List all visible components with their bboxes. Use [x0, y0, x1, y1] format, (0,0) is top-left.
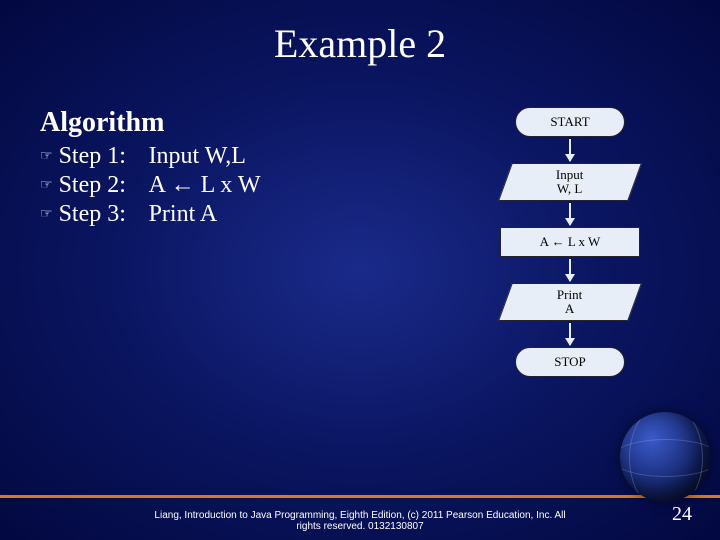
- flowchart-arrow: [569, 259, 571, 281]
- step-text: A ← L x W: [149, 172, 261, 199]
- footer-line: Liang, Introduction to Java Programming,…: [154, 510, 565, 521]
- flowchart-stop-node: STOP: [515, 347, 625, 377]
- slide-title: Example 2: [0, 0, 720, 67]
- bullet-icon: ☞: [40, 148, 53, 165]
- node-text: A: [557, 302, 582, 316]
- flowchart-output-node: Print A: [498, 283, 642, 321]
- node-text: STOP: [554, 355, 586, 369]
- node-text: Print: [557, 288, 582, 302]
- node-text: Input: [556, 168, 583, 182]
- bullet-icon: ☞: [40, 177, 53, 194]
- accent-divider: [0, 495, 720, 498]
- footer-line: rights reserved. 0132130807: [296, 521, 423, 532]
- node-text: START: [550, 115, 589, 129]
- algorithm-step: ☞ Step 1: Input W,L: [40, 143, 460, 170]
- step-label: Step 3:: [59, 201, 149, 228]
- flowchart-start-node: START: [515, 107, 625, 137]
- algorithm-step: ☞ Step 3: Print A: [40, 201, 460, 228]
- step-label: Step 1:: [59, 143, 149, 170]
- step-text: Input W,L: [149, 143, 246, 170]
- globe-icon: [620, 412, 710, 502]
- algorithm-step: ☞ Step 2: A ← L x W: [40, 172, 460, 199]
- content-area: Algorithm ☞ Step 1: Input W,L ☞ Step 2: …: [0, 67, 720, 377]
- page-number: 24: [672, 503, 692, 526]
- step-label: Step 2:: [59, 172, 149, 199]
- flowchart-process-node: A ← L x W: [500, 227, 640, 257]
- algorithm-heading: Algorithm: [40, 107, 460, 139]
- node-text: A ← L x W: [540, 235, 601, 249]
- footer-citation: Liang, Introduction to Java Programming,…: [0, 510, 720, 532]
- node-text: W, L: [556, 182, 583, 196]
- flowchart-arrow: [569, 139, 571, 161]
- flowchart-arrow: [569, 203, 571, 225]
- algorithm-column: Algorithm ☞ Step 1: Input W,L ☞ Step 2: …: [40, 107, 460, 377]
- flowchart-arrow: [569, 323, 571, 345]
- bullet-icon: ☞: [40, 206, 53, 223]
- step-text: Print A: [149, 201, 218, 228]
- flowchart-column: START Input W, L A ← L x W Print A STOP: [460, 107, 680, 377]
- flowchart-input-node: Input W, L: [498, 163, 642, 201]
